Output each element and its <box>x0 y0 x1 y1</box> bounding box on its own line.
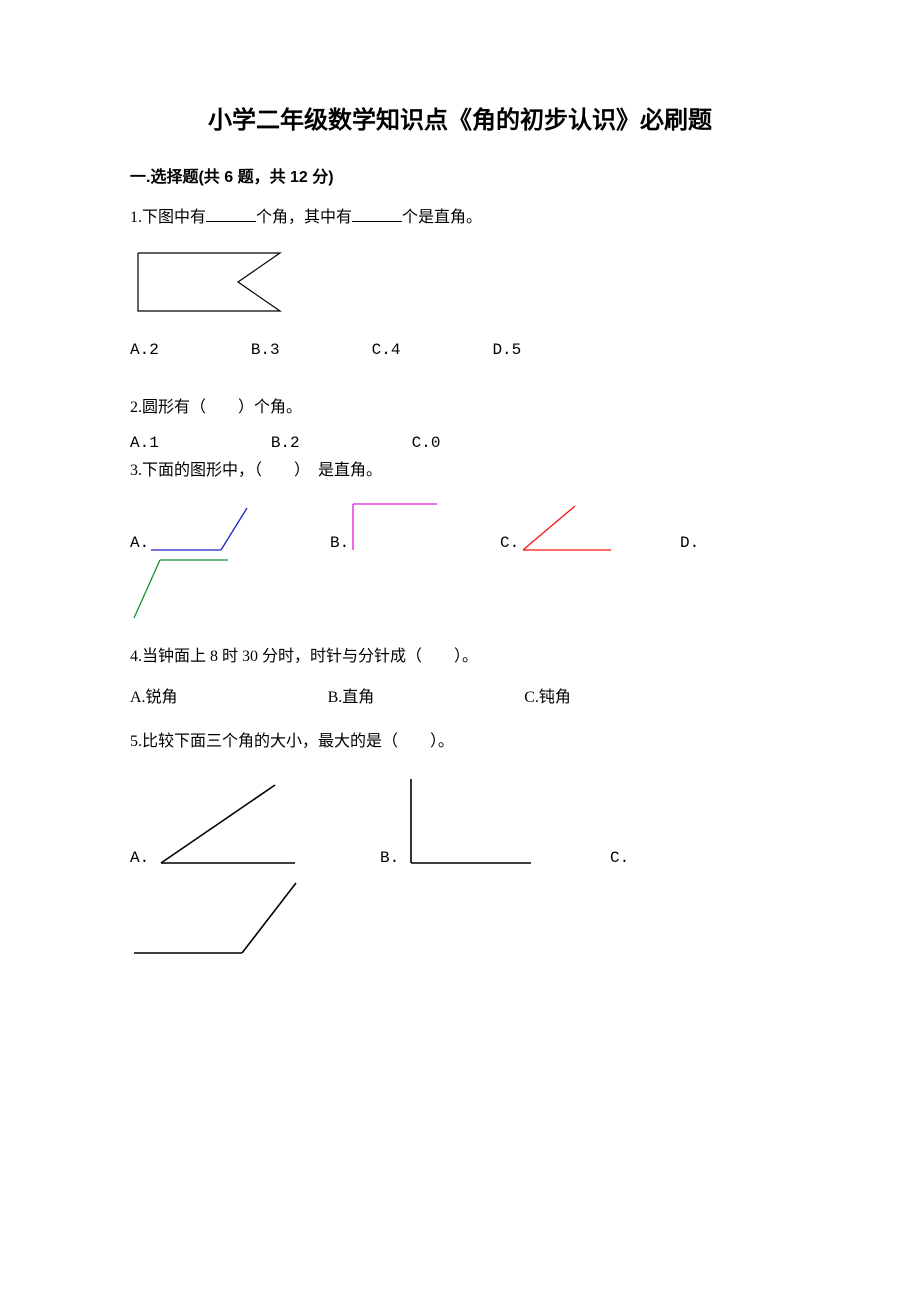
question-1: 1.下图中有 个角，其中有 个是直角。 <box>130 205 790 231</box>
question-4: 4.当钟面上 8 时 30 分时，时针与分针成（ ）。 <box>130 644 790 670</box>
q4-option-b: B.直角 <box>328 683 375 707</box>
page-title: 小学二年级数学知识点《角的初步认识》必刷题 <box>130 100 790 135</box>
q1-text-a: 1.下图中有 <box>130 209 206 226</box>
q1-option-d: D.5 <box>492 341 521 359</box>
q3-options-row1: A. B. C. D. <box>130 502 790 552</box>
q3-fig-c-acute-angle <box>519 502 614 552</box>
q4-option-c: C.钝角 <box>524 683 571 707</box>
q1-figure <box>130 245 790 317</box>
q5-label-b: B. <box>380 849 399 867</box>
q3-options-row2 <box>130 558 790 620</box>
q3-label-d: D. <box>680 534 699 552</box>
question-2: 2.圆形有（ ）个角。 <box>130 395 790 421</box>
q2-option-a: A.1 <box>130 434 159 452</box>
q5-label-c: C. <box>610 849 629 867</box>
q1-blank-2 <box>352 208 402 222</box>
q5-options-row1: A. B. C. <box>130 775 790 867</box>
q3-fig-d-obtuse-angle <box>130 558 230 620</box>
q1-option-a: A.2 <box>130 341 159 359</box>
q1-text-c: 个是直角。 <box>402 209 482 226</box>
q5-label-a: A. <box>130 849 149 867</box>
q4-option-a: A.锐角 <box>130 683 178 707</box>
q5-options-row2 <box>130 877 790 957</box>
q1-blank-1 <box>206 208 256 222</box>
q5-fig-b-right-angle <box>405 775 535 867</box>
q1-option-b: B.3 <box>251 341 280 359</box>
q5-fig-a-acute-angle <box>155 779 315 867</box>
question-3: 3.下面的图形中，（ ） 是直角。 <box>130 458 790 484</box>
q1-option-c: C.4 <box>372 341 401 359</box>
q2-options: A.1 B.2 C.0 <box>130 434 790 452</box>
q3-label-a: A. <box>130 534 149 552</box>
q1-text-b: 个角，其中有 <box>256 209 352 226</box>
question-5: 5.比较下面三个角的大小，最大的是（ ）。 <box>130 729 790 755</box>
q4-options: A.锐角 B.直角 C.钝角 <box>130 683 790 707</box>
q2-option-b: B.2 <box>271 434 300 452</box>
q2-option-c: C.0 <box>412 434 441 452</box>
q1-pennant-shape <box>130 245 285 317</box>
q3-label-b: B. <box>330 534 349 552</box>
q3-fig-b-right-angle <box>349 502 439 552</box>
q5-fig-c-obtuse-angle <box>130 877 300 957</box>
q3-fig-a-obtuse-angle <box>149 502 249 552</box>
q1-options: A.2 B.3 C.4 D.5 <box>130 341 790 359</box>
section-1-header: 一.选择题(共 6 题，共 12 分) <box>130 163 790 187</box>
q3-label-c: C. <box>500 534 519 552</box>
